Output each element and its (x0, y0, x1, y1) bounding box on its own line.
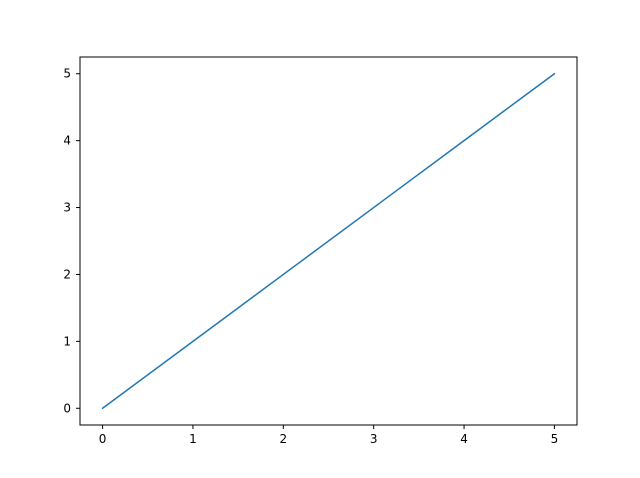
x-tick-label: 2 (279, 432, 287, 446)
y-tick-label: 4 (63, 134, 71, 148)
y-tick-label: 3 (63, 201, 71, 215)
y-tick-label: 2 (63, 267, 71, 281)
x-tick-label: 4 (460, 432, 468, 446)
y-tick-label: 0 (63, 401, 71, 415)
y-tick-label: 5 (63, 67, 71, 81)
x-tick-label: 0 (99, 432, 107, 446)
x-tick-label: 5 (551, 432, 559, 446)
axes-box (79, 56, 578, 426)
y-tick-label: 1 (63, 334, 71, 348)
x-tick-label: 1 (189, 432, 197, 446)
data-line (101, 72, 556, 410)
x-tick-label: 3 (370, 432, 378, 446)
